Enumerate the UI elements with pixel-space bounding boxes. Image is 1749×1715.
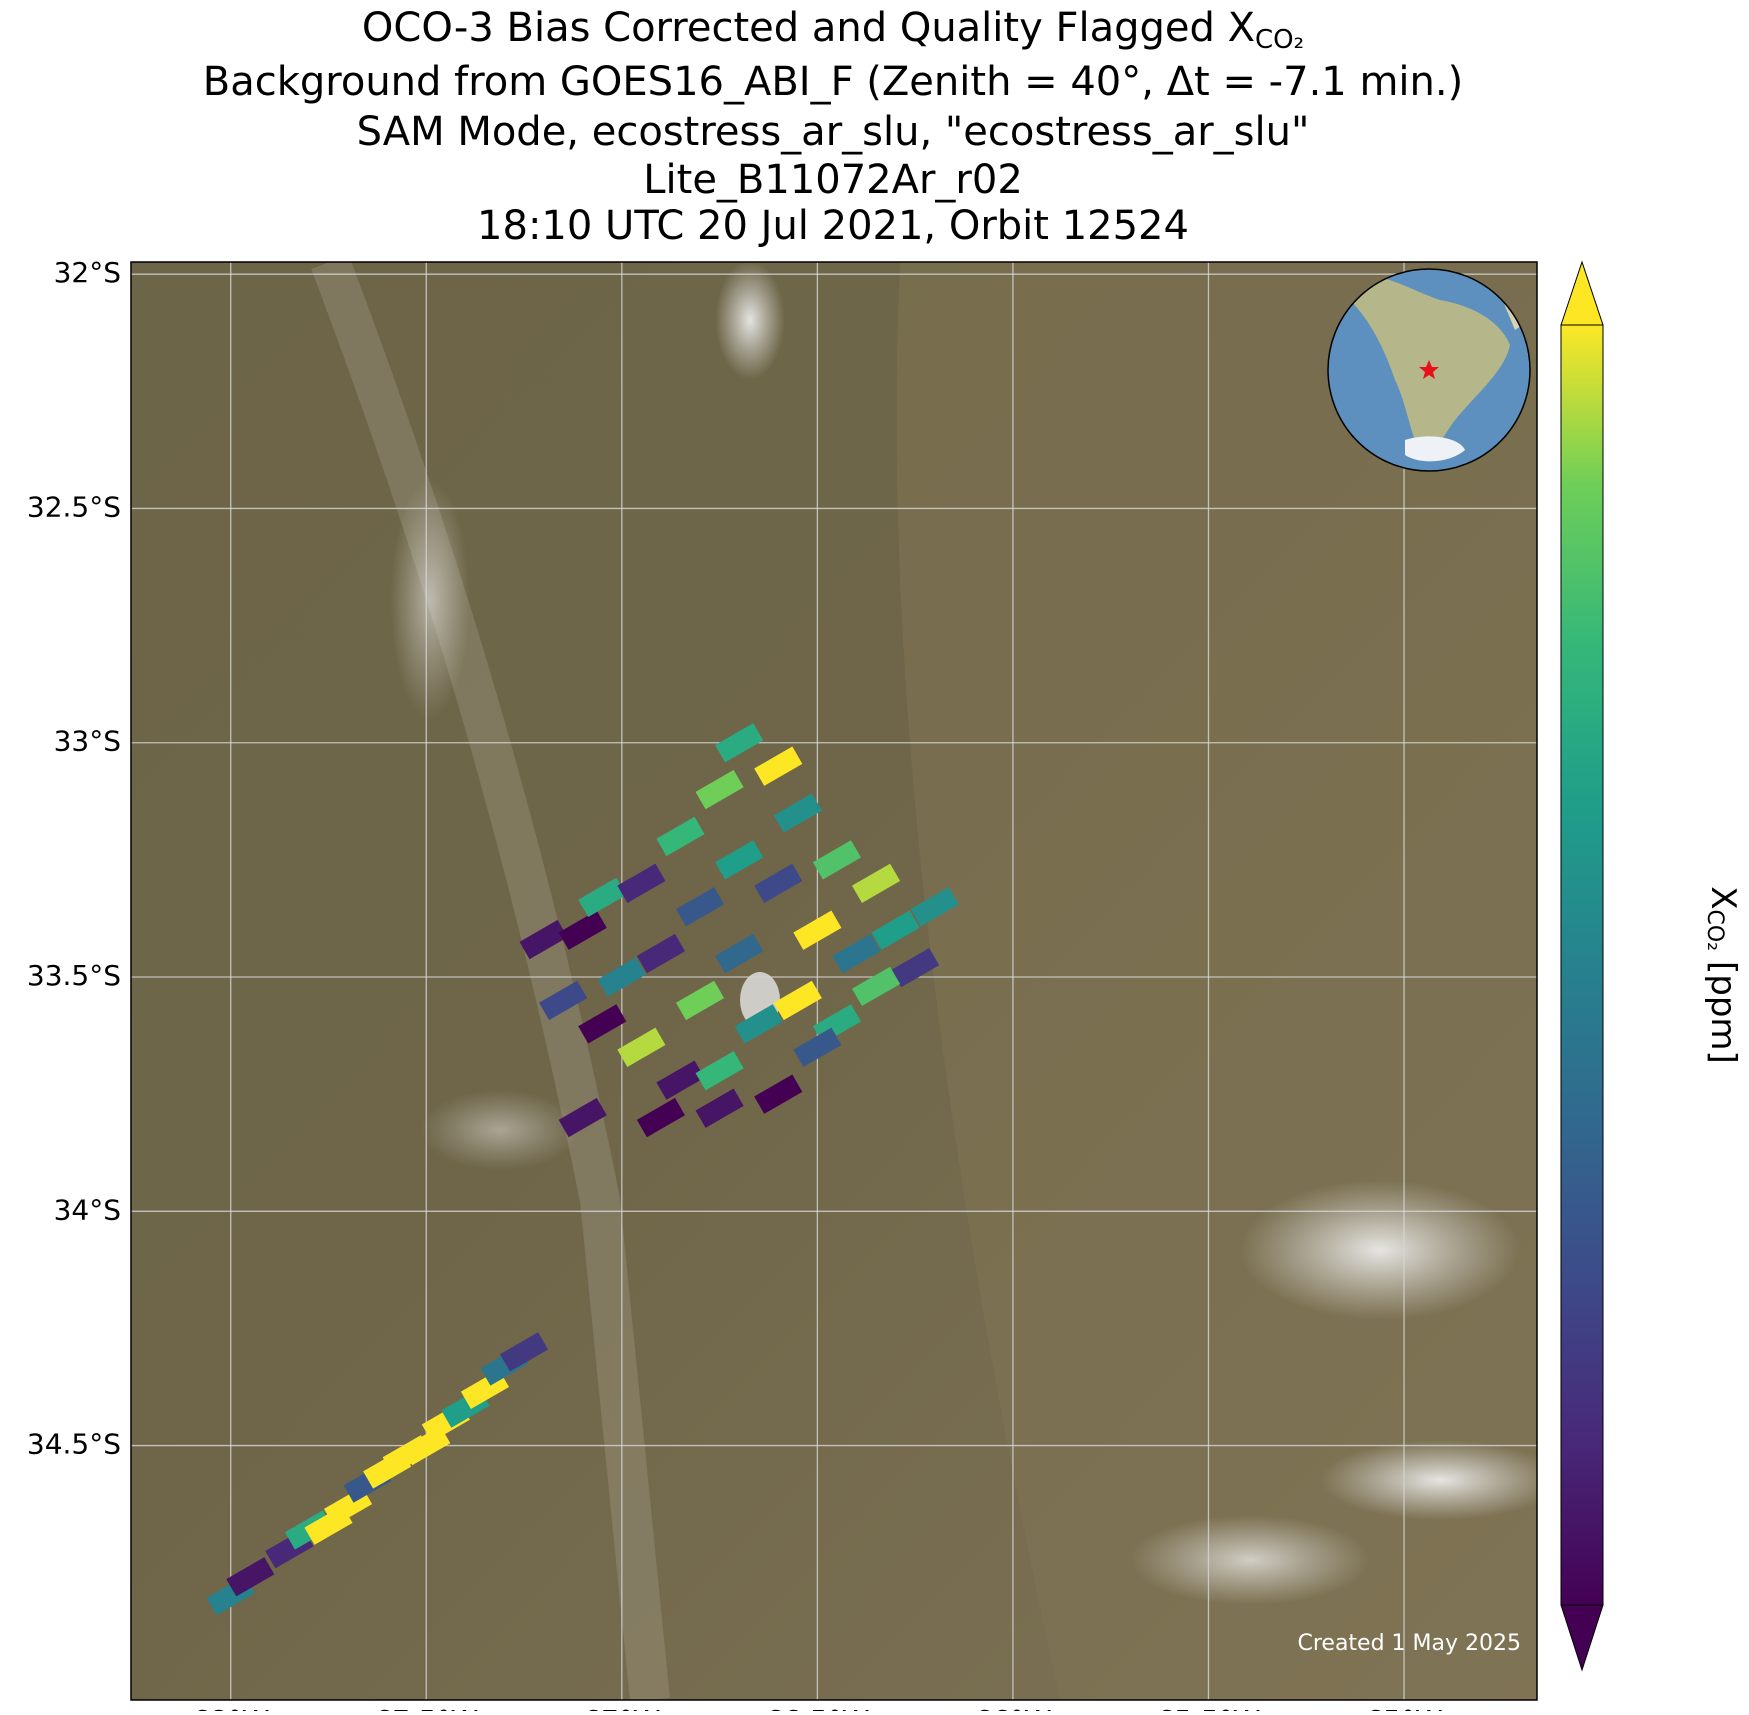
title-line: Lite_B11072Ar_r02 xyxy=(643,157,1023,203)
sounding xyxy=(304,1505,353,1545)
y-tick-label: 34.5°S xyxy=(27,1428,121,1461)
sounding xyxy=(578,1004,627,1044)
title-line: Background from GOES16_ABI_F (Zenith = 4… xyxy=(203,59,1463,105)
sounding xyxy=(675,980,725,1021)
sounding xyxy=(793,910,842,950)
sounding xyxy=(382,1435,431,1475)
x-tick-label: 65.5°W xyxy=(1156,1704,1260,1711)
map-background xyxy=(131,262,1537,1700)
sounding xyxy=(597,957,646,997)
sounding xyxy=(715,840,764,880)
colorbar-label-text: X xyxy=(1704,886,1744,909)
sounding xyxy=(695,1088,744,1128)
title-line: OCO-3 Bias Corrected and Quality Flagged… xyxy=(362,5,1304,55)
colorbar-label-unit: [ppm] xyxy=(1704,961,1744,1064)
sounding xyxy=(695,1051,744,1091)
sounding xyxy=(617,863,666,903)
title-line: SAM Mode, ecostress_ar_slu, "ecostress_a… xyxy=(357,109,1310,155)
x-tick-label: 68°W xyxy=(192,1704,269,1711)
sounding xyxy=(519,919,568,960)
sounding xyxy=(851,966,901,1007)
title-subscript: CO₂ xyxy=(1255,25,1304,55)
x-tick-label: 67.5°W xyxy=(374,1704,478,1711)
map-frame xyxy=(130,261,1538,1701)
x-tick-label: 65°W xyxy=(1365,1704,1442,1711)
sounding xyxy=(675,887,725,927)
sounding xyxy=(871,910,920,950)
sounding xyxy=(734,1004,783,1044)
colorbar-label-subscript: CO₂ xyxy=(1702,909,1727,951)
title-block: OCO-3 Bias Corrected and Quality Flagged… xyxy=(203,5,1463,249)
sounding xyxy=(636,933,685,974)
y-tick-label: 33°S xyxy=(54,725,121,758)
sounding xyxy=(656,1060,705,1100)
sounding xyxy=(558,910,607,950)
gridlines xyxy=(131,262,1537,1700)
sounding xyxy=(851,863,901,903)
footnote: Created 1 May 2025 xyxy=(1297,1631,1521,1656)
sounding xyxy=(715,933,764,974)
y-tick-label: 34°S xyxy=(54,1193,121,1226)
sounding xyxy=(832,933,881,974)
sounding xyxy=(891,947,940,988)
sounding xyxy=(578,877,627,918)
sounding xyxy=(715,723,764,763)
sounding xyxy=(754,746,803,786)
colorbar xyxy=(1560,260,1604,1672)
sounding xyxy=(656,816,705,857)
sounding xyxy=(754,1074,803,1114)
sounding xyxy=(539,980,588,1021)
soundings xyxy=(206,723,959,1616)
title-text: OCO-3 Bias Corrected and Quality Flagged… xyxy=(362,5,1255,51)
sounding xyxy=(812,840,861,880)
sounding xyxy=(558,1097,607,1138)
colorbar-label: XCO₂ [ppm] xyxy=(1702,886,1744,1064)
x-tick-label: 67°W xyxy=(583,1704,660,1711)
sounding xyxy=(754,863,803,903)
sounding xyxy=(910,887,959,927)
y-tick-label: 32°S xyxy=(54,256,121,289)
title-line: 18:10 UTC 20 Jul 2021, Orbit 12524 xyxy=(477,203,1189,249)
sounding xyxy=(226,1557,275,1597)
sounding xyxy=(636,1097,685,1138)
sounding xyxy=(773,793,822,833)
sounding xyxy=(500,1332,549,1372)
x-tick-label: 66°W xyxy=(974,1704,1051,1711)
y-tick-label: 33.5°S xyxy=(27,959,121,992)
x-tick-label: 66.5°W xyxy=(765,1704,869,1711)
sounding xyxy=(617,1027,666,1067)
sounding xyxy=(773,980,822,1021)
sounding xyxy=(793,1027,842,1067)
sounding xyxy=(695,769,744,810)
y-tick-label: 32.5°S xyxy=(27,490,121,523)
